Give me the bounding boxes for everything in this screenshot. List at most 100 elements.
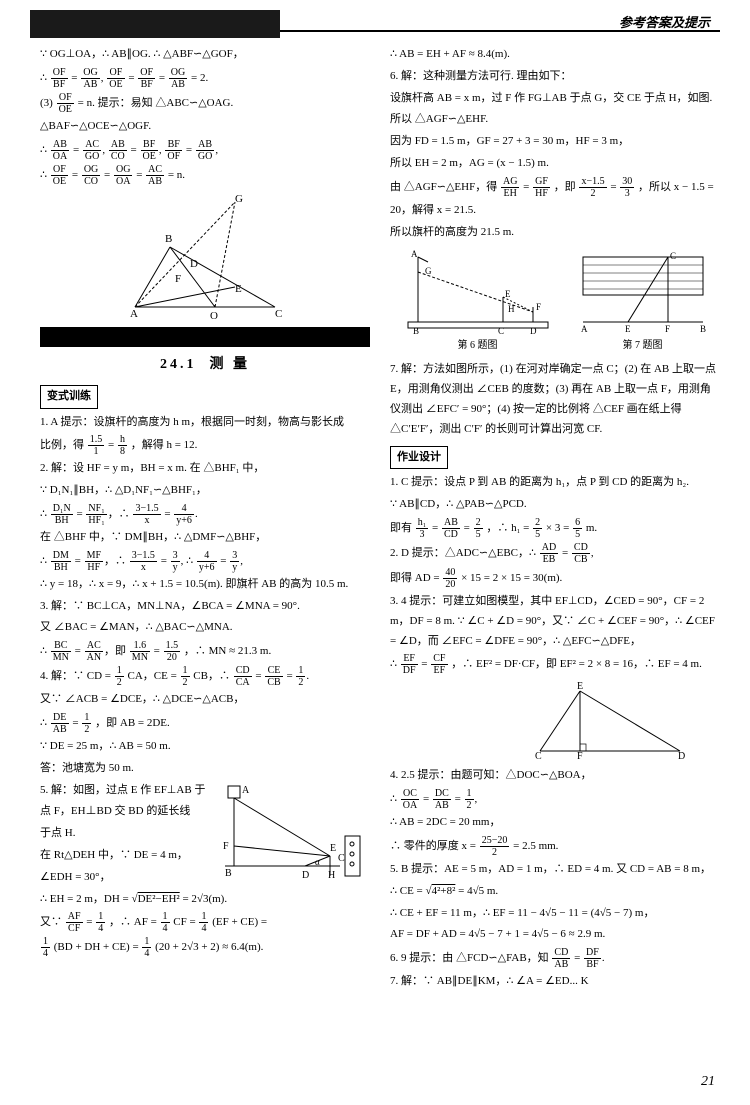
svg-text:B: B [225,868,232,879]
svg-text:C: C [275,308,282,320]
svg-text:A: A [130,308,138,320]
homework-design-label: 作业设计 [390,446,448,470]
page-header: 参考答案及提示 [0,0,750,40]
svg-text:H: H [508,304,515,314]
figure-caption: 第 7 题图 [578,337,708,355]
text-line: 1. A 提示：设旗杆的高度为 h m，根据同一时刻，物高与影长成 [40,413,370,433]
text-line: ∴ ABOA = ACGO, ABCO = BFOE, BFOF = ABGO, [40,139,370,162]
text-line: 点 F，EH⊥BD 交 BD 的延长线 [40,802,214,822]
figure-row-6-7: A G B C D E H F 第 6 题图 [390,247,720,355]
text-line: ∵ DE = 25 m，∴ AB = 50 m. [40,737,370,757]
svg-text:E: E [235,283,242,295]
svg-text:H: H [328,870,335,881]
svg-text:B: B [700,324,706,334]
svg-text:F: F [665,324,670,334]
svg-text:B: B [413,326,419,336]
svg-text:E: E [625,324,631,334]
text-line: 6. 9 提示：由 △FCD∽△FAB，知 CDAB = DFBF. [390,947,720,970]
right-column: ∴ AB = EH + AF ≈ 8.4(m). 6. 解：这种测量方法可行. … [390,45,720,994]
text-line: 所以旗杆的高度为 21.5 m. [390,223,720,243]
text-line: ∵ AB∥CD，∴ △PAB∽△PCD. [390,495,720,515]
text-line: ∴ 零件的厚度 x = 25−202 = 2.5 mm. [390,835,720,858]
text-line: △BAF∽△OCE∽△OGF. [40,117,370,137]
text-line: 又∵ ∠ACB = ∠DCE，∴ △DCE∽△ACB， [40,690,370,710]
text-line: 设旗杆高 AB = x m，过 F 作 FG⊥AB 于点 G，交 CE 于点 H… [390,89,720,109]
geometry-figure-5: A B C D E F H α [220,781,370,881]
text-line: 14 (BD + DH + CE) = 14 (20 + 2√3 + 2) ≈ … [40,936,370,959]
svg-text:A: A [581,324,588,334]
text-line: (3) OFOE = n. 提示：易知 △ABC∽△OAG. [40,92,370,115]
text-line: 5. 解：如图，过点 E 作 EF⊥AB 于 [40,781,214,801]
page-number: 21 [701,1074,715,1090]
text-line: ∴ y = 18，∴ x = 9，∴ x + 1.5 = 10.5(m). 即旗… [40,575,370,595]
text-line: 比例，得 1.51 = h8 ，解得 h = 12. [40,434,370,457]
svg-text:D: D [678,751,685,761]
svg-text:D: D [302,870,309,881]
svg-text:D: D [530,326,537,336]
text-line: 即得 AD = 4020 × 15 = 2 × 15 = 30(m). [390,567,720,590]
text-line: ∴ EH = 2 m，DH = √DE²−EH² = 2√3(m). [40,890,370,910]
text-line: ∴ OFBF = OGAB, OFOE = OFBF = OGAB = 2. [40,67,370,90]
header-dark-block [30,10,280,38]
text-line: 3. 4 提示：可建立如图模型，其中 EF⊥CD，∠CED = 90°，CF =… [390,592,720,651]
svg-text:E: E [330,843,336,854]
text-line: ∴ AB = 2DC = 20 mm， [390,813,720,833]
variant-training-label: 变式训练 [40,385,98,409]
svg-text:C: C [338,853,345,864]
svg-text:E: E [577,681,583,692]
text-line: ∴ OCOA = DCAB = 12, [390,788,720,811]
text-line: 所以 △AGF∽△EHF. [390,110,720,130]
text-line: 5. B 提示：AE = 5 m，AD = 1 m，∴ ED = 4 m. 又 … [390,860,720,880]
text-line: 答：池塘宽为 50 m. [40,759,370,779]
svg-text:D: D [190,258,198,270]
text-line: ∴ DEAB = 12 ，即 AB = 2DE. [40,712,370,735]
text-line: 20，解得 x = 21.5. [390,201,720,221]
text-line: 即有 h₁3 = ABCD = 25 ，∴ h₁ = 25 × 3 = 65 m… [390,517,720,540]
svg-text:A: A [411,249,418,259]
text-line: ∴ AB = EH + AF ≈ 8.4(m). [390,45,720,65]
text-line: ∴ CE = √4²+8² = 4√5 m. [390,882,720,902]
text-line: AF = DF + AD = 4√5 − 7 + 1 = 4√5 − 6 ≈ 2… [390,925,720,945]
text-line: ∴ D₁NBH = NF₁HF₁，∴ 3−1.5x = 4y+6. [40,503,370,526]
text-line: 4. 2.5 提示：由题可知：△DOC∽△BOA， [390,766,720,786]
text-line: 6. 解：这种测量方法可行. 理由如下： [390,67,720,87]
figure-caption: 第 6 题图 [403,337,553,355]
text-line: ∴ BCMN = ACAN，即 1.6MN = 1.520 ，∴ MN ≈ 21… [40,640,370,663]
header-title: 参考答案及提示 [619,12,710,31]
svg-text:E: E [505,289,511,299]
text-line: 3. 解：∵ BC⊥CA，MN⊥NA，∠BCA = ∠MNA = 90°. [40,597,370,617]
text-line: 2. D 提示：△ADC∽△EBC，∴ ADEB = CDCB, [390,542,720,565]
text-line: 7. 解：∵ AB∥DE∥KM，∴ ∠A = ∠ED... K [390,972,720,992]
text-line: 1. C 提示：设点 P 到 AB 的距离为 h₁，点 P 到 CD 的距离为 … [390,473,720,493]
geometry-figure-7: C A B E F [578,247,708,337]
text-line: 4. 解：∵ CD = 12 CA，CE = 12 CB，∴ CDCA = CE… [40,665,370,688]
svg-text:F: F [175,273,181,285]
svg-text:C: C [670,251,676,261]
svg-text:α: α [315,857,320,867]
text-line: 由 △AGF∽△EHF，得 AGEH = GFHF ，即 x−1.52 = 30… [390,176,720,199]
text-line: ∠EDH = 30°， [40,868,214,888]
svg-text:O: O [210,310,218,322]
text-line: 在 △BHF 中，∵ DM∥BH，∴ △DMF∽△BHF， [40,528,370,548]
text-line: 于点 H. [40,824,214,844]
geometry-figure-6: A G B C D E H F [403,247,553,337]
svg-text:F: F [536,302,541,312]
text-line: 所以 EH = 2 m，AG = (x − 1.5) m. [390,154,720,174]
svg-text:G: G [235,193,243,205]
text-line: 7. 解：方法如图所示，(1) 在河对岸确定一点 C；(2) 在 AB 上取一点… [390,360,720,439]
section-divider-bar [40,327,370,347]
text-line: 又∵ AFCF = 14 ，∴ AF = 14 CF = 14 (EF + CE… [40,911,370,934]
svg-text:B: B [165,233,172,245]
text-line: 在 Rt△DEH 中，∵ DE = 4 m， [40,846,214,866]
text-line: ∴ OFOE = OGCO = OGOA = ACAB = n. [40,164,370,187]
text-line: 又 ∠BAC = ∠MAN，∴ △BAC∽△MNA. [40,618,370,638]
geometry-figure-1: A B C D E F G O [115,192,295,322]
svg-text:C: C [498,326,504,336]
text-line: ∴ EFDF = CFEF ，∴ EF² = DF·CF，即 EF² = 2 ×… [390,653,720,676]
svg-text:G: G [425,266,432,276]
svg-text:A: A [242,785,250,796]
text-line: ∴ CE + EF = 11 m，∴ EF = 11 − 4√5 − 11 = … [390,904,720,924]
text-line: 2. 解：设 HF = y m，BH = x m. 在 △BHF₁ 中， [40,459,370,479]
text-line: 因为 FD = 1.5 m，GF = 27 + 3 = 30 m，HF = 3 … [390,132,720,152]
section-heading: 24.1 测 量 [40,352,370,377]
